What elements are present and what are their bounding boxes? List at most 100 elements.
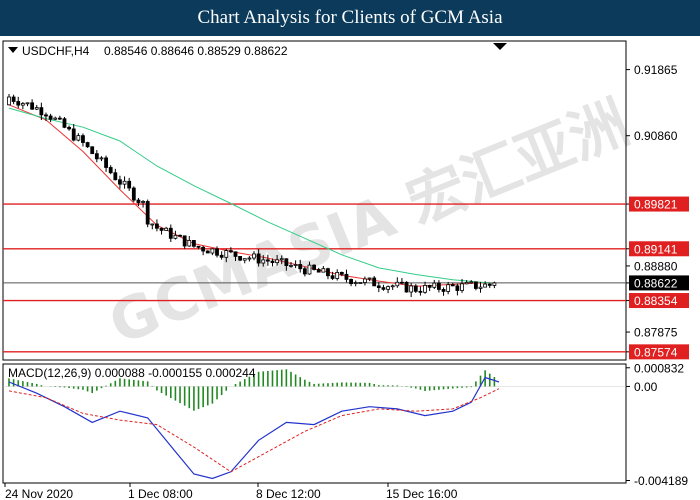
candle-body <box>450 284 455 287</box>
candle-body <box>131 187 136 201</box>
candle-body <box>210 248 215 254</box>
candle-body <box>339 272 344 275</box>
candle-body <box>182 235 187 247</box>
watermark-text: GCMASIA 宏汇亚洲 <box>100 88 638 358</box>
price-tick-label: 0.87875 <box>634 326 678 340</box>
candle-body <box>113 172 118 181</box>
candle-body <box>469 281 474 284</box>
candle-body <box>390 285 395 288</box>
candle-body <box>20 103 25 106</box>
candle-body <box>122 180 127 185</box>
candle-body <box>34 107 39 110</box>
moving-averages <box>8 104 490 287</box>
candle-body <box>265 259 270 262</box>
candle-body <box>358 282 363 284</box>
candle-body <box>400 281 404 284</box>
candle-body <box>478 286 483 289</box>
candle-body <box>192 240 196 247</box>
candle-body <box>16 101 21 106</box>
candle-body <box>136 199 141 203</box>
macd-panel <box>3 369 626 480</box>
candle-body <box>108 167 113 174</box>
macd-tick-label: -0.004189 <box>634 474 688 488</box>
candle-body <box>437 282 441 290</box>
candle-body <box>367 277 372 280</box>
candles <box>7 94 497 298</box>
candle-body <box>353 282 358 285</box>
watermark: GCMASIA 宏汇亚洲 <box>100 88 638 358</box>
candle-body <box>335 272 340 279</box>
candle-body <box>25 102 30 105</box>
level-price-label: 0.89141 <box>634 242 678 256</box>
candle-body <box>330 275 335 279</box>
candle-body <box>196 245 201 248</box>
level-price-badge <box>629 293 689 309</box>
candle-body <box>62 118 67 128</box>
candle-body <box>104 157 108 168</box>
chart-frame <box>2 40 627 484</box>
candle-body <box>48 115 53 120</box>
candle-body <box>201 246 206 252</box>
candle-body <box>53 117 58 120</box>
candle-body <box>215 248 219 256</box>
candle-body <box>321 268 326 273</box>
candle-body <box>159 227 164 231</box>
candle-body <box>483 283 488 288</box>
candle-body <box>418 290 423 293</box>
time-tick-label: 1 Dec 08:00 <box>128 487 193 500</box>
candle-body <box>164 227 169 231</box>
candle-body <box>289 265 293 267</box>
candle-body <box>168 227 173 239</box>
candle-body <box>242 258 247 261</box>
candle-body <box>413 285 418 292</box>
candle-body <box>386 286 390 290</box>
candle-body <box>187 240 192 247</box>
candle-body <box>492 282 497 286</box>
macd-tick-label: 0.000832 <box>634 361 684 375</box>
candle-body <box>487 283 492 286</box>
candle-body <box>228 250 233 253</box>
horizontal-levels <box>3 203 626 353</box>
candle-body <box>270 260 275 264</box>
macd-signal-line <box>8 388 500 473</box>
dropdown-triangle-icon <box>8 47 18 53</box>
candle-body <box>238 256 243 261</box>
candle-body <box>464 282 469 285</box>
candle-body <box>141 201 145 203</box>
candle-body <box>349 278 353 285</box>
candle-body <box>127 180 132 189</box>
candle-body <box>363 278 367 283</box>
candle-body <box>233 251 238 257</box>
macd-panel-frame <box>2 363 627 484</box>
candle-body <box>224 250 229 258</box>
time-tick-label: 8 Dec 12:00 <box>256 487 321 500</box>
macd-tick-label: 0.00 <box>634 380 658 394</box>
candle-body <box>150 223 155 226</box>
candle-body <box>284 258 289 266</box>
level-price-label: 0.88354 <box>634 294 678 308</box>
candle-body <box>39 107 44 116</box>
candle-body <box>118 179 122 185</box>
candle-body <box>344 273 349 280</box>
candle-body <box>81 135 85 143</box>
candle-body <box>409 285 414 293</box>
time-tick-label: 24 Nov 2020 <box>5 487 73 500</box>
candle-body <box>372 277 377 287</box>
candle-body <box>57 117 62 120</box>
candle-body <box>11 96 16 102</box>
page-title: Chart Analysis for Clients of GCM Asia <box>0 0 700 36</box>
axes: 0.91865 0.90860 0.89821 0.89141 0.88880 0.886… <box>4 63 689 500</box>
candle-body <box>7 96 11 106</box>
level-price-badge <box>629 344 689 360</box>
candle-body <box>381 287 386 290</box>
candle-body <box>76 135 81 141</box>
candle-body <box>460 283 464 291</box>
candle-body <box>44 114 48 117</box>
candle-body <box>173 234 178 239</box>
level-price-badge <box>629 241 689 257</box>
time-tick-label: 15 Dec 16:00 <box>386 487 458 500</box>
level-price-label: 0.89821 <box>634 198 678 212</box>
candle-body <box>432 282 437 288</box>
candle-body <box>473 281 478 289</box>
